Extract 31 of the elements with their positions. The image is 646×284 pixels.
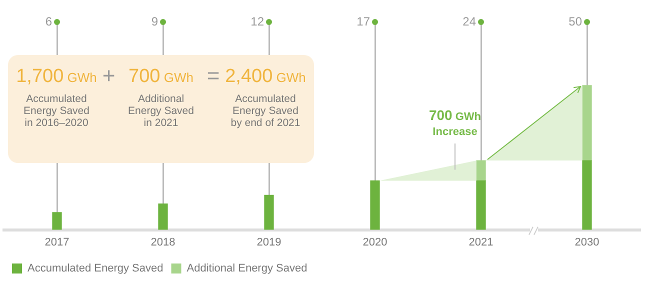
bar (476, 160, 486, 182)
text: 50 (568, 14, 582, 28)
annotation: + (101, 62, 116, 90)
annotation: 1,700 GWh (16, 66, 97, 87)
text: 9 (151, 14, 158, 28)
annotation: 700 GWh (128, 66, 194, 87)
text: 17 (356, 14, 370, 28)
x-tick-label: 2019 (256, 236, 282, 248)
annotation: Accumulated Energy Saved by end of 2021 (230, 93, 302, 129)
x-tick-label: 2020 (362, 236, 388, 248)
annotation: = (206, 62, 221, 90)
bar (264, 194, 274, 230)
text: 12 (250, 14, 264, 28)
text: 6 (45, 14, 52, 28)
legend-label: Accumulated Energy Saved (28, 262, 164, 275)
x-tick-label: 2030 (574, 236, 600, 248)
annotation: 2,400 GWh (225, 66, 306, 87)
bar (370, 180, 380, 230)
bar (52, 212, 62, 230)
x-tick-label: 2017 (44, 236, 70, 248)
x-tick-label: 2021 (468, 236, 494, 248)
bar (476, 180, 486, 230)
x-tick-label: 2018 (150, 236, 176, 248)
annotation: Additional Energy Saved in 2021 (127, 93, 195, 129)
legend-label: Additional Energy Saved (186, 262, 308, 275)
bar (158, 203, 168, 230)
annotation: Accumulated Energy Saved in 2016–2020 (22, 93, 90, 129)
bar (582, 85, 592, 161)
text: 24 (462, 14, 476, 28)
bar (582, 160, 592, 230)
annotation: 700 GWh Increase (428, 106, 482, 140)
